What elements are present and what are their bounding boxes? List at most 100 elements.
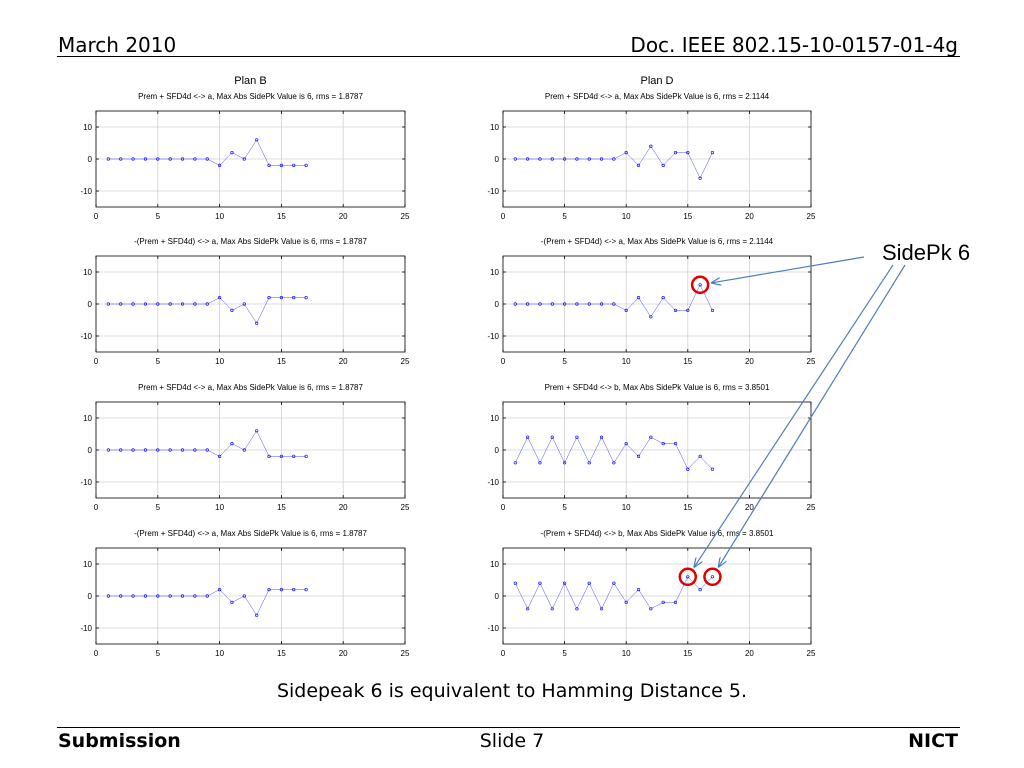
series-line [515,576,713,610]
footer-divider [57,727,960,728]
data-point [292,296,296,300]
data-point [143,157,148,161]
x-tick-label: 5 [156,357,161,366]
data-point [562,581,567,585]
data-point [279,163,284,167]
y-tick-label: -10 [487,624,499,633]
header-date: March 2010 [58,33,177,57]
data-point [575,607,579,611]
plot-title: -(Prem + SFD4d) <-> a, Max Abs SidePk Va… [541,237,774,246]
x-tick-label: 5 [562,503,567,512]
x-tick-label: 20 [339,212,348,221]
y-tick-label: 10 [83,560,92,569]
x-tick-label: 20 [745,212,754,221]
y-tick-label: -10 [80,187,92,196]
data-point [267,587,271,592]
plot-title: -(Prem + SFD4d) <-> b, Max Abs SidePk Va… [541,529,774,538]
data-point [562,461,567,465]
y-tick-label: 0 [88,155,93,164]
data-point [661,163,665,167]
data-point [242,302,246,306]
data-point [242,448,246,452]
data-point [205,594,209,598]
data-point [304,454,308,459]
x-tick-label: 5 [562,649,567,658]
y-tick-label: 0 [495,155,500,164]
data-point [673,308,678,313]
plot-1: 0 5 10 15 20 25 10 0 -10 Plan B Prem + SFD4d <-> a… [80,75,410,221]
data-point [710,575,715,579]
x-tick-label: 0 [94,649,99,658]
series-line [515,436,713,470]
y-tick-label: 0 [495,300,500,309]
data-point [255,321,259,325]
data-point [279,587,284,592]
data-point [624,151,628,155]
x-tick-label: 15 [277,503,286,512]
footer-slide-number: Slide 7 [479,730,545,752]
data-point [636,587,641,592]
data-point [526,607,530,611]
x-tick-label: 25 [401,649,410,658]
data-point [267,454,271,459]
data-point [636,454,641,459]
y-tick-label: -10 [80,478,92,487]
data-point [673,151,678,155]
data-point [205,157,209,161]
x-tick-label: 0 [501,212,506,221]
plot-heading: Plan B [234,75,266,87]
data-point [513,302,517,306]
data-point [686,467,690,471]
x-tick-label: 20 [745,503,754,512]
y-tick-label: 10 [490,268,499,277]
data-point [131,157,135,161]
data-point [698,283,702,287]
data-point [550,607,554,611]
data-point [156,157,160,161]
data-point [698,454,702,459]
data-point [255,613,259,617]
data-point [686,575,690,579]
series-line [108,589,307,616]
x-tick-label: 20 [339,357,348,366]
y-tick-label: -10 [487,478,499,487]
y-tick-label: 10 [83,268,92,277]
data-point [106,157,110,161]
sidepeak-highlight-circle [703,567,722,587]
data-point [599,607,604,611]
data-point [218,454,222,459]
data-point [612,157,616,161]
data-point [193,157,197,161]
data-point [673,600,678,605]
data-point [661,442,665,446]
slide-caption: Sidepeak 6 is equivalent to Hamming Dist… [276,680,748,702]
x-tick-label: 15 [683,357,692,366]
data-point [550,157,554,161]
x-tick-label: 25 [401,503,410,512]
data-point [538,581,542,585]
data-point [131,302,135,306]
data-point [119,594,123,598]
data-point [205,302,209,306]
x-tick-label: 10 [215,503,224,512]
x-tick-label: 25 [807,649,816,658]
data-point [156,448,160,452]
x-tick-label: 10 [622,212,631,221]
plot-title: -(Prem + SFD4d) <-> a, Max Abs SidePk Va… [134,237,367,246]
x-tick-label: 10 [215,649,224,658]
data-point [710,151,715,155]
y-tick-label: 0 [88,446,93,455]
x-tick-label: 15 [683,503,692,512]
data-point [180,448,185,452]
plot-3: 0 5 10 15 20 25 10 0 -10 -(Prem + SFD4d) <-> a, M… [80,237,410,366]
sidepeak-arrow [712,256,865,283]
data-point [526,435,530,439]
x-tick-label: 15 [683,212,692,221]
data-point [304,296,308,300]
sidepeak-arrow [694,264,894,567]
data-point [612,461,616,465]
data-point [205,448,209,452]
y-tick-label: -10 [487,187,499,196]
data-point [612,581,616,585]
